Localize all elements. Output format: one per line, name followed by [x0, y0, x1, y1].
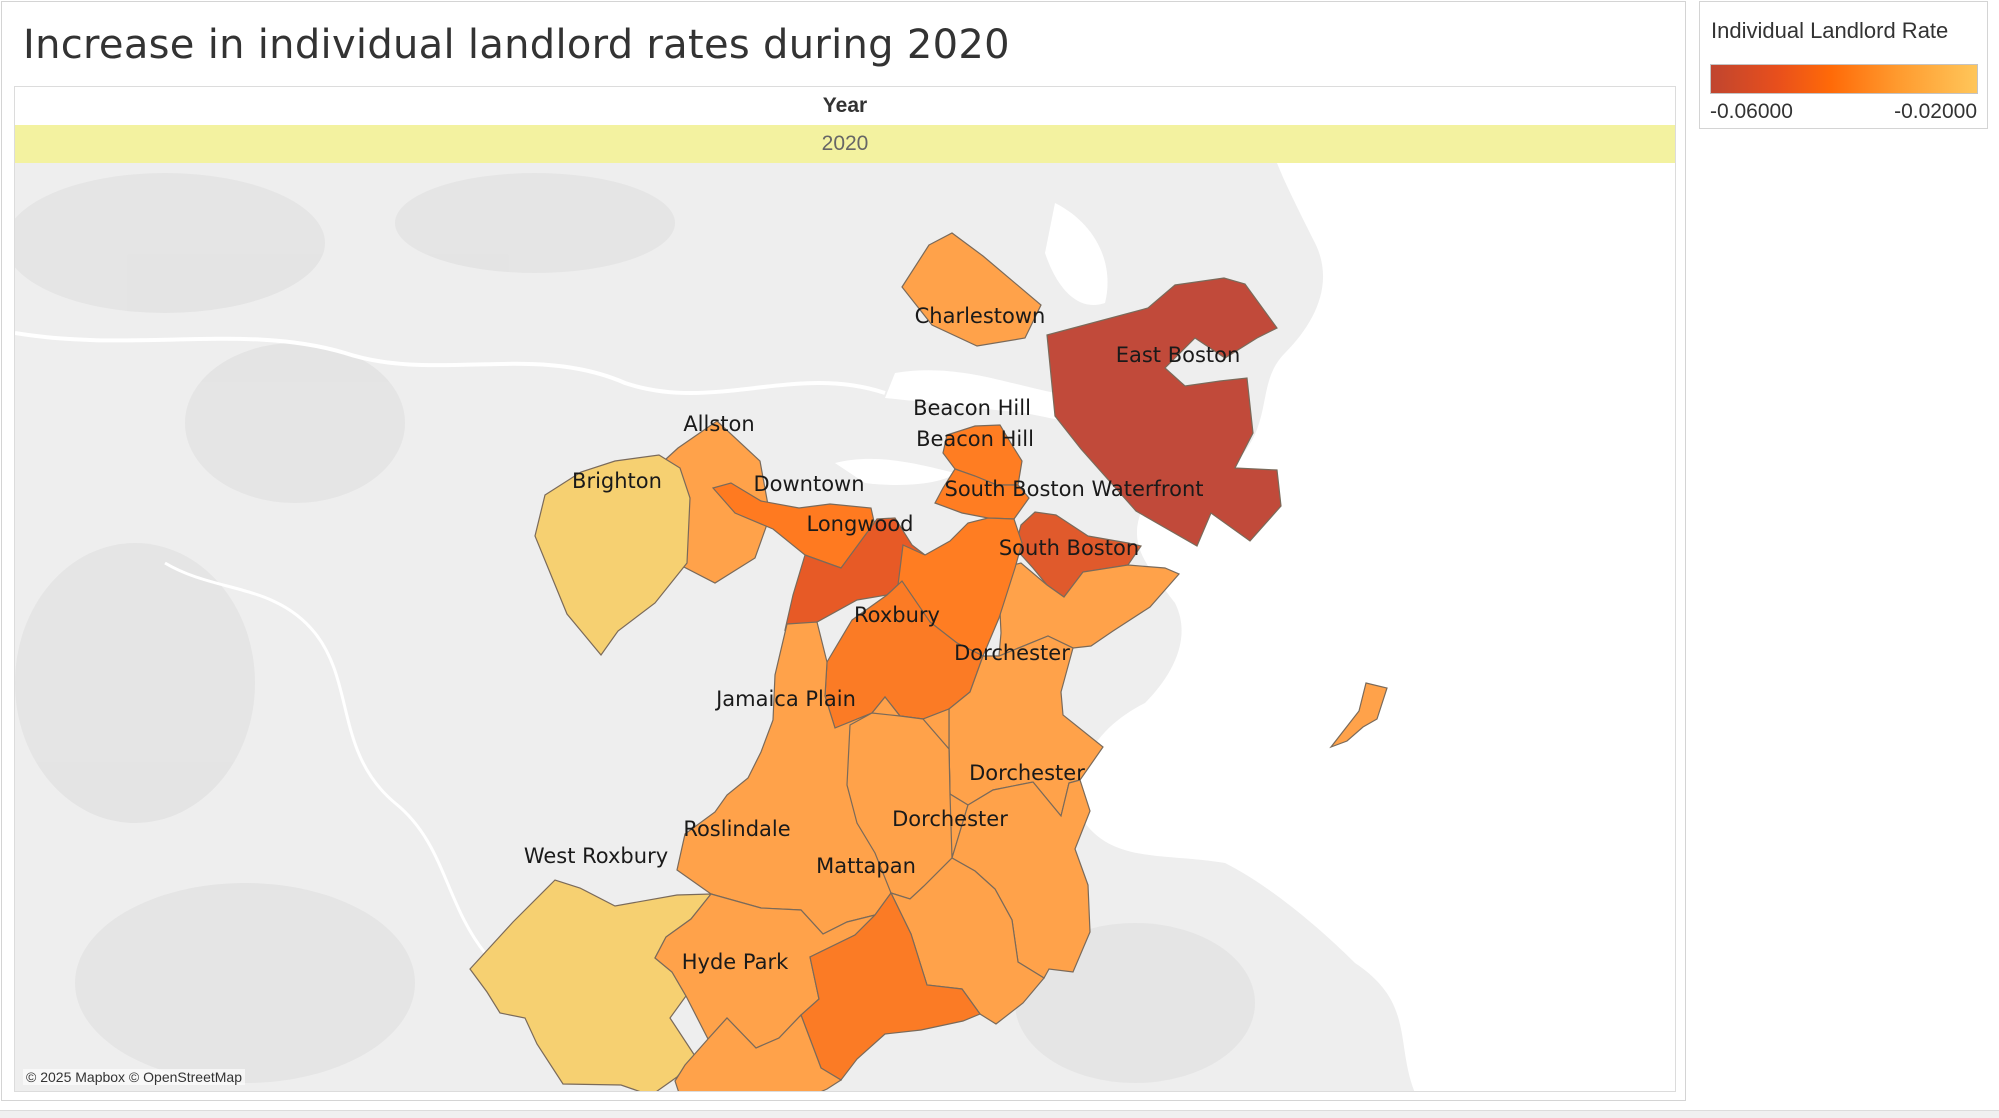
region-west-roxbury[interactable] — [469, 879, 713, 1092]
label-brighton: Brighton — [572, 469, 662, 493]
label-dorchester-3: Dorchester — [892, 807, 1008, 831]
label-dorchester-1: Dorchester — [954, 641, 1070, 665]
legend-gradient-bar — [1710, 64, 1978, 94]
year-header: Year — [15, 87, 1675, 125]
label-roxbury: Roxbury — [854, 603, 940, 627]
map-water — [15, 163, 1675, 1091]
label-beacon-hill-1: Beacon Hill — [913, 396, 1031, 420]
region-hyde-park[interactable] — [674, 1013, 843, 1092]
color-legend: Individual Landlord Rate -0.06000 -0.020… — [1699, 1, 1988, 129]
region-brighton[interactable] — [534, 454, 691, 656]
label-roslindale: Roslindale — [683, 817, 790, 841]
label-south-boston: South Boston — [999, 536, 1139, 560]
region-harbor-island[interactable] — [1329, 682, 1388, 749]
page-title: Increase in individual landlord rates du… — [23, 22, 1010, 68]
legend-title: Individual Landlord Rate — [1711, 18, 1949, 43]
label-charlestown: Charlestown — [915, 304, 1046, 328]
label-downtown: Downtown — [753, 472, 864, 496]
label-south-boston-waterfront: South Boston Waterfront — [944, 477, 1203, 501]
label-allston: Allston — [683, 412, 754, 436]
label-east-boston: East Boston — [1116, 343, 1241, 367]
map-attribution[interactable]: © 2025 Mapbox © OpenStreetMap — [23, 1069, 245, 1085]
map-view[interactable]: Year 2020 — [14, 86, 1676, 1092]
bottom-divider — [0, 1110, 1999, 1118]
year-value-band: 2020 — [15, 125, 1675, 163]
neighborhoods-layer — [469, 232, 1388, 1092]
label-west-roxbury: West Roxbury — [524, 844, 668, 868]
label-longwood: Longwood — [806, 512, 913, 536]
label-dorchester-2: Dorchester — [969, 761, 1085, 785]
label-mattapan: Mattapan — [816, 854, 916, 878]
map-canvas[interactable]: Charlestown East Boston Beacon Hill Beac… — [15, 163, 1676, 1092]
label-hyde-park: Hyde Park — [682, 950, 789, 974]
label-beacon-hill-2: Beacon Hill — [916, 427, 1034, 451]
neighborhood-labels: Charlestown East Boston Beacon Hill Beac… — [524, 304, 1240, 974]
region-longwood[interactable] — [784, 517, 926, 631]
label-jamaica-plain: Jamaica Plain — [714, 687, 856, 711]
legend-max-label: -0.02000 — [1894, 100, 1977, 123]
dashboard: Increase in individual landlord rates du… — [1, 1, 1686, 1101]
region-downtown[interactable] — [711, 482, 878, 569]
region-charlestown[interactable] — [901, 232, 1042, 347]
legend-min-label: -0.06000 — [1710, 100, 1793, 123]
region-east-boston[interactable] — [1046, 277, 1282, 547]
